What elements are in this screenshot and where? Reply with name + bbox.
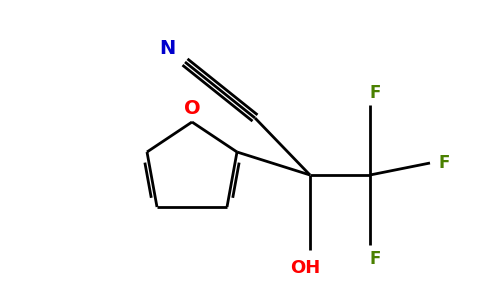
Text: F: F xyxy=(369,84,381,102)
Text: OH: OH xyxy=(290,259,320,277)
Text: F: F xyxy=(439,154,450,172)
Text: O: O xyxy=(184,100,200,118)
Text: F: F xyxy=(369,250,381,268)
Text: N: N xyxy=(159,38,175,58)
